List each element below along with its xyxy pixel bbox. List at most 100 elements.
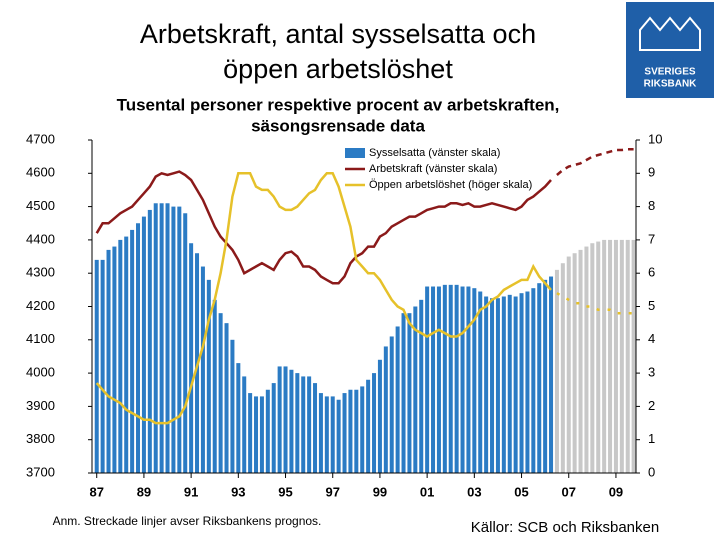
y-tick-label: 4700 <box>26 131 55 146</box>
bar <box>543 279 548 473</box>
bar <box>330 396 335 473</box>
y-tick-label: 4300 <box>26 265 55 280</box>
legend-swatch <box>345 148 365 158</box>
line <box>556 148 634 176</box>
legend-label: Öppen arbetslöshet (höger skala) <box>369 179 532 191</box>
y2-tick-label: 8 <box>648 198 655 213</box>
bar <box>613 239 618 473</box>
bar <box>425 286 430 473</box>
y-tick-label: 4400 <box>26 231 55 246</box>
bar <box>183 213 188 473</box>
bar <box>448 284 453 473</box>
x-tick-label: 07 <box>562 484 576 499</box>
bar <box>224 323 229 473</box>
bar <box>484 296 489 473</box>
bar <box>608 239 613 473</box>
y-tick-label: 4500 <box>26 198 55 213</box>
y-tick-label: 4100 <box>26 331 55 346</box>
bar <box>395 326 400 473</box>
bar <box>507 294 512 473</box>
bar <box>324 396 329 473</box>
bar <box>590 243 595 473</box>
source: Källor: SCB och Riksbanken <box>471 519 659 536</box>
bar <box>460 286 465 473</box>
note: Anm. Streckade linjer avser Riksbankens … <box>53 514 322 528</box>
bar <box>560 263 565 473</box>
bar <box>354 389 359 473</box>
bar <box>301 376 306 473</box>
bar <box>554 269 559 473</box>
bar <box>177 206 182 473</box>
bar <box>501 296 506 473</box>
bar <box>283 366 288 473</box>
bar <box>413 306 418 473</box>
bar <box>513 296 518 473</box>
x-tick-label: 95 <box>278 484 292 499</box>
bar <box>112 246 117 473</box>
bar <box>436 286 441 473</box>
bar <box>431 286 436 473</box>
bar <box>596 241 601 473</box>
x-tick-label: 99 <box>373 484 387 499</box>
bar <box>130 229 135 473</box>
bar <box>631 239 636 473</box>
y2-tick-label: 10 <box>648 131 662 146</box>
bar <box>466 286 471 473</box>
bar <box>277 366 282 473</box>
legend-label: Sysselsatta (vänster skala) <box>369 147 500 159</box>
bar <box>106 249 111 473</box>
x-tick-label: 09 <box>609 484 623 499</box>
bar <box>307 376 312 473</box>
bar <box>318 393 323 473</box>
y2-tick-label: 1 <box>648 431 655 446</box>
bar <box>189 243 194 473</box>
chart-title: Arbetskraft, antal sysselsatta och <box>140 19 536 49</box>
chart-subtitle: Tusental personer respektive procent av … <box>117 95 560 114</box>
logo-emblem <box>639 16 701 51</box>
bar <box>372 373 377 473</box>
legend-label: Arbetskraft (vänster skala) <box>369 163 497 175</box>
logo-text: RIKSBANK <box>644 79 698 90</box>
bar <box>519 293 524 473</box>
bar <box>389 336 394 473</box>
y-tick-label: 3700 <box>26 464 55 479</box>
bar <box>136 223 141 473</box>
y2-tick-label: 4 <box>648 331 655 346</box>
bar <box>472 288 477 473</box>
y-tick-label: 3900 <box>26 398 55 413</box>
bar <box>578 249 583 473</box>
y2-tick-label: 7 <box>648 231 655 246</box>
x-tick-label: 05 <box>514 484 528 499</box>
y2-tick-label: 5 <box>648 298 655 313</box>
bar <box>566 256 571 473</box>
bar <box>490 298 495 473</box>
logo-text: SVERIGES <box>644 67 695 78</box>
logo: SVERIGES RIKSBANK <box>626 2 714 98</box>
bar <box>401 313 406 473</box>
bar <box>171 206 176 473</box>
bar <box>407 313 412 473</box>
bar <box>531 288 536 473</box>
bar <box>313 383 318 473</box>
x-tick-label: 87 <box>89 484 103 499</box>
bar <box>348 389 353 473</box>
bar <box>271 383 276 473</box>
bar <box>94 259 99 473</box>
y2-tick-label: 2 <box>648 398 655 413</box>
bar <box>495 298 500 473</box>
bar <box>159 203 164 473</box>
y-tick-label: 4200 <box>26 298 55 313</box>
x-tick-label: 97 <box>325 484 339 499</box>
bar <box>572 253 577 473</box>
bar <box>383 346 388 473</box>
bar <box>295 373 300 473</box>
bar <box>259 396 264 473</box>
bar <box>342 393 347 473</box>
line <box>95 170 552 285</box>
y-tick-label: 4000 <box>26 365 55 380</box>
bar <box>454 284 459 473</box>
bar <box>147 209 152 473</box>
bar <box>478 291 483 473</box>
bar <box>625 239 630 473</box>
bar <box>602 239 607 473</box>
